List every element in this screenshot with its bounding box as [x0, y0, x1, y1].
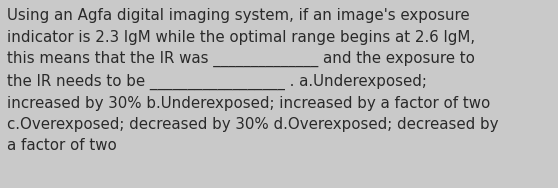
Text: Using an Agfa digital imaging system, if an image's exposure
indicator is 2.3 lg: Using an Agfa digital imaging system, if…: [7, 8, 499, 153]
